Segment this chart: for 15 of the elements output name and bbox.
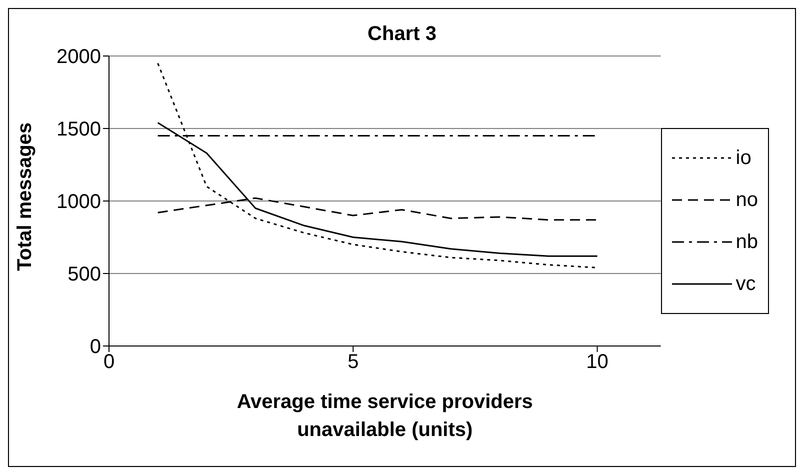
y-tick-label: 1500 [56, 118, 101, 141]
y-tick-label: 500 [68, 264, 101, 286]
x-tick-label: 0 [103, 351, 115, 374]
y-tick-label: 0 [90, 336, 101, 358]
y-axis-title: Total messages [14, 122, 36, 271]
legend-label: vc [736, 272, 756, 296]
y-tick-label: 1000 [56, 191, 101, 214]
x-axis-title: Average time service providers unavailable (units) [236, 391, 533, 441]
x-tick-label: 10 [586, 351, 608, 374]
legend-label: nb [736, 230, 758, 254]
y-tick-label: 2000 [56, 46, 101, 68]
chart-title: Chart 3 [366, 23, 438, 46]
legend-label: no [736, 188, 758, 212]
x-tick-label: 5 [348, 351, 359, 374]
legend-label: io [736, 146, 752, 170]
